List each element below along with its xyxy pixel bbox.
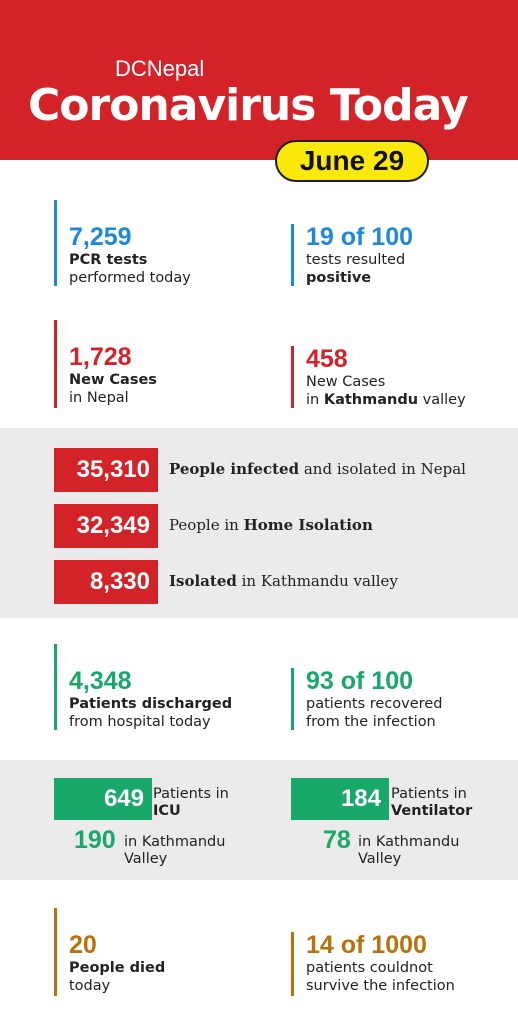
kathmandu-bold: Kathmandu (323, 392, 419, 408)
icu-box: 649 (54, 778, 152, 820)
kathmandu-prefix: in (306, 392, 324, 408)
new-cases-nepal-sublabel: in Nepal (69, 390, 129, 406)
new-cases-nepal-label: New Cases (69, 372, 157, 388)
pcr-tests-label: PCR tests (69, 252, 148, 268)
header-banner: DCNepal Coronavirus Today (0, 0, 518, 160)
new-cases-kathmandu-value: 458 (306, 345, 348, 373)
discharged-stat: 4,348 Patients discharged from hospital … (54, 644, 232, 730)
isolated-bold: Isolated (169, 572, 237, 590)
recovery-rate-sublabel: from the infection (306, 714, 436, 730)
ventilator-label-line2: Ventilator (391, 803, 473, 819)
positivity-value: 19 of 100 (306, 223, 414, 251)
icu-kathmandu-label: in Kathmandu Valley (124, 834, 225, 868)
positivity-stat: 19 of 100 tests resulted positive (291, 224, 413, 286)
home-isolation-bold: Home Isolation (243, 516, 373, 534)
icu-label-line1: Patients in (153, 786, 229, 802)
new-cases-kathmandu-label: New Cases (306, 374, 386, 390)
pcr-tests-sublabel: performed today (69, 270, 191, 286)
ventilator-sub-line2: Valley (358, 851, 402, 867)
icu-label-line2: ICU (153, 803, 181, 819)
ventilator-label-line1: Patients in (391, 786, 467, 802)
kathmandu-isolated-box: 8,330 (54, 560, 158, 604)
infected-total-box: 35,310 (54, 448, 158, 492)
icu-label: Patients in ICU (153, 786, 229, 820)
deaths-today-label: People died (69, 960, 166, 976)
infected-total-label: People infected and isolated in Nepal (169, 460, 466, 478)
isolated-rest: in Kathmandu valley (236, 572, 398, 590)
recovery-rate-label: patients recovered (306, 696, 443, 712)
discharged-value: 4,348 (69, 667, 132, 695)
page-title: Coronavirus Today (28, 80, 469, 131)
kathmandu-isolated-label: Isolated in Kathmandu valley (169, 572, 398, 590)
deaths-today-sublabel: today (69, 978, 111, 994)
home-isolation-pre: People in (169, 516, 244, 534)
fatality-rate-sublabel: survive the infection (306, 978, 455, 994)
positivity-label: tests resulted (306, 252, 406, 268)
pcr-tests-stat: 7,259 PCR tests performed today (54, 200, 191, 286)
discharged-label: Patients discharged (69, 696, 233, 712)
fatality-rate-label: patients couldnot (306, 960, 433, 976)
icu-sub-line2: Valley (124, 851, 168, 867)
fatality-rate-stat: 14 of 1000 patients couldnot survive the… (291, 932, 455, 996)
pcr-tests-value: 7,259 (69, 223, 132, 251)
recovery-rate-value: 93 of 100 (306, 667, 414, 695)
icu-kathmandu-value: 190 (74, 826, 116, 854)
deaths-today-value: 20 (69, 931, 97, 959)
home-isolation-label: People in Home Isolation (169, 516, 373, 534)
fatality-rate-value: 14 of 1000 (306, 931, 427, 959)
ventilator-label: Patients in Ventilator (391, 786, 472, 820)
new-cases-kathmandu-stat: 458 New Cases in Kathmandu valley (291, 346, 466, 408)
ventilator-kathmandu-value: 78 (323, 826, 351, 854)
infected-rest: and isolated in Nepal (299, 460, 466, 478)
discharged-sublabel: from hospital today (69, 714, 211, 730)
recovery-rate-stat: 93 of 100 patients recovered from the in… (291, 668, 442, 730)
ventilator-sub-line1: in Kathmandu (358, 834, 460, 850)
deaths-today-stat: 20 People died today (54, 908, 165, 996)
brand-name: DCNepal (115, 56, 205, 81)
positivity-sublabel: positive (306, 270, 372, 286)
new-cases-nepal-stat: 1,728 New Cases in Nepal (54, 320, 157, 408)
ventilator-kathmandu-label: in Kathmandu Valley (358, 834, 459, 868)
kathmandu-suffix: valley (418, 392, 466, 408)
ventilator-box: 184 (291, 778, 389, 820)
infected-bold: People infected (169, 460, 300, 478)
home-isolation-box: 32,349 (54, 504, 158, 548)
icu-sub-line1: in Kathmandu (124, 834, 226, 850)
new-cases-nepal-value: 1,728 (69, 343, 132, 371)
date-badge: June 29 (275, 140, 429, 182)
